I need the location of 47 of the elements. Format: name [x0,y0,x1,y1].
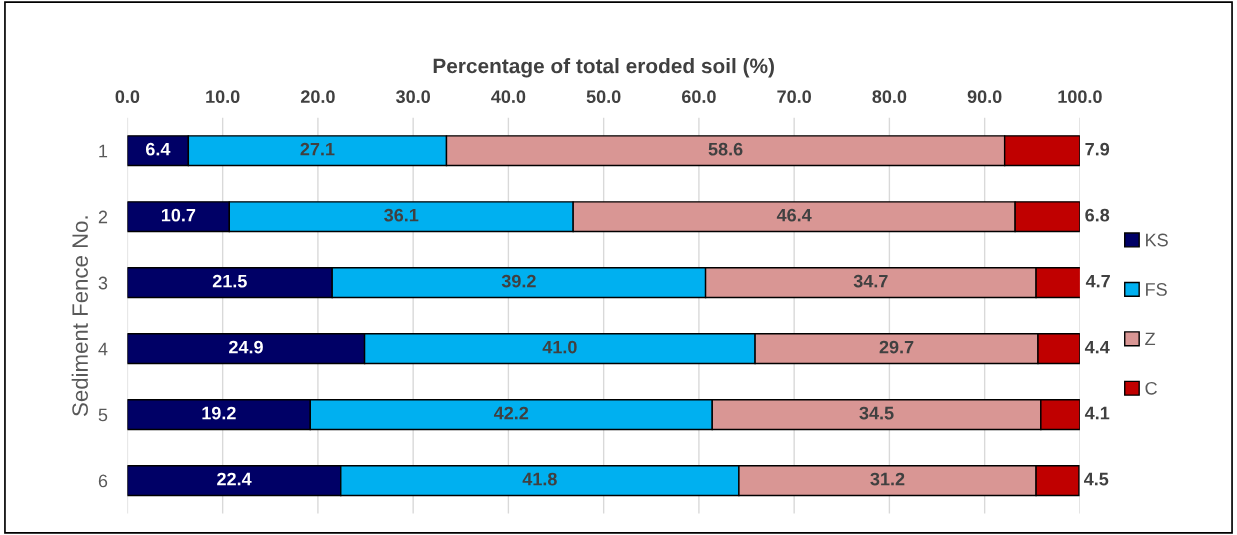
data-label: 4.4 [1084,340,1110,354]
data-label: 27.1 [300,142,335,156]
data-label: 10.7 [161,208,196,222]
y-tick-label: 2 [98,210,108,224]
x-tick-label: 80.0 [872,90,907,104]
data-label: 34.7 [853,274,888,288]
y-tick-label: 1 [99,144,108,158]
data-label: 58.6 [708,142,743,156]
data-label: 41.0 [542,340,577,354]
data-label: 4.1 [1084,406,1110,420]
data-label: 36.1 [384,208,419,222]
x-tick-label: 100.0 [1058,90,1102,104]
data-label: 6.4 [146,142,171,156]
x-axis-title: Percentage of total eroded soil (%) [433,57,774,78]
data-label: 29.7 [879,340,914,354]
legend-label: Z [1145,332,1156,346]
x-tick-label: 60.0 [682,90,716,104]
x-tick-label: 10.0 [206,90,240,104]
legend-label: KS [1146,233,1168,247]
x-tick-label: 40.0 [491,90,526,104]
data-label: 34.5 [859,406,894,420]
x-tick-label: 20.0 [300,90,335,104]
data-label: 4.7 [1085,274,1110,288]
y-tick-label: 3 [98,276,108,290]
x-tick-label: 50.0 [586,90,621,104]
x-tick-label: 90.0 [967,90,1002,104]
x-tick-label: 0.0 [115,90,140,104]
y-tick-label: 6 [98,474,108,488]
x-tick-label: 30.0 [396,90,430,104]
data-label: 19.2 [202,406,236,420]
data-label: 22.4 [217,472,252,486]
data-label: 4.5 [1083,472,1109,486]
data-label: 24.9 [229,340,263,354]
data-label: 46.4 [776,208,812,222]
data-label: 41.8 [522,472,557,486]
data-label: 6.8 [1085,208,1110,222]
data-label: 21.5 [212,274,247,288]
y-tick-label: 5 [98,408,108,422]
y-tick-label: 4 [98,342,108,356]
data-label: 42.2 [493,406,529,420]
y-axis-title: Sediment Fence No. [71,216,88,416]
data-label: 7.9 [1085,142,1110,156]
legend-label: C [1145,381,1157,395]
legend-label: FS [1146,283,1167,296]
data-label: 31.2 [870,472,905,486]
x-tick-label: 70.0 [777,90,811,104]
data-label: 39.2 [501,274,536,288]
